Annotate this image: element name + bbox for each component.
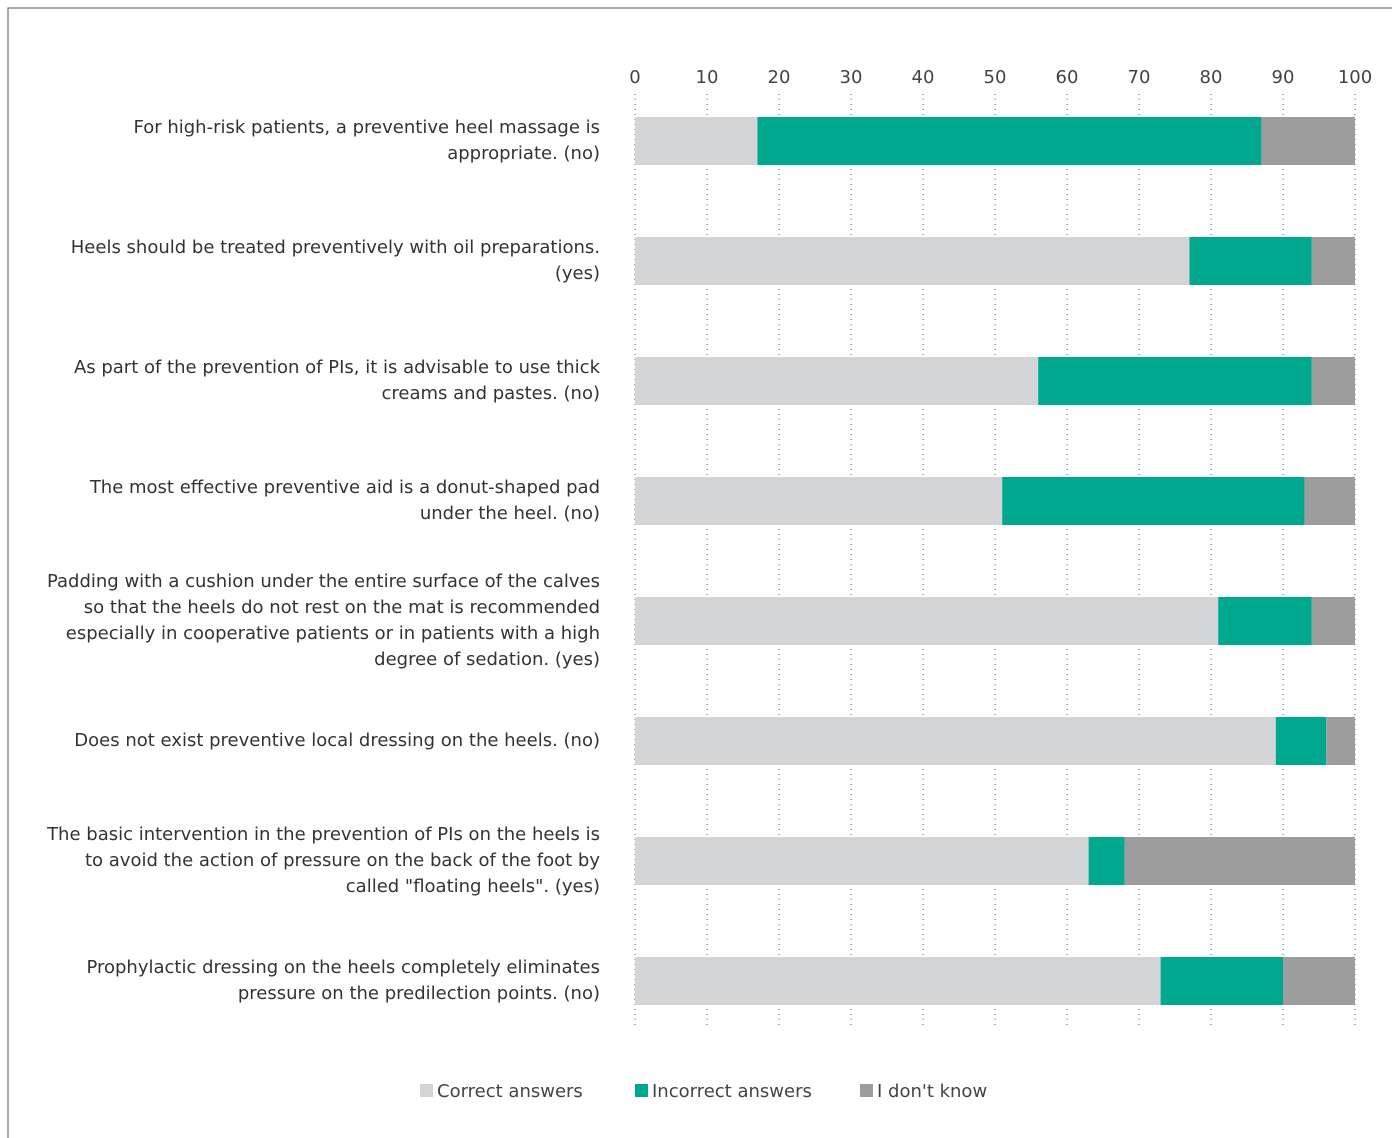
legend-label: Correct answers — [437, 1081, 583, 1102]
bar-segment — [1088, 837, 1125, 885]
bar-segment — [635, 957, 1161, 1005]
x-tick-label: 40 — [912, 67, 935, 88]
x-tick-label: 100 — [1338, 67, 1372, 88]
category-label: The most effective preventive aid is a d… — [89, 477, 600, 524]
category-label: Heels should be treated preventively wit… — [70, 237, 600, 284]
bar-segment — [635, 357, 1039, 405]
x-tick-label: 0 — [629, 67, 640, 88]
x-tick-label: 60 — [1056, 67, 1079, 88]
bar-segment — [635, 837, 1089, 885]
bar-segment — [1189, 237, 1312, 285]
bar-segment — [635, 597, 1219, 645]
x-tick-label: 80 — [1200, 67, 1223, 88]
category-label: As part of the prevention of PIs, it is … — [73, 357, 600, 404]
bar-segment — [1275, 717, 1327, 765]
bar-segment — [1038, 357, 1312, 405]
x-tick-label: 50 — [984, 67, 1007, 88]
bar-segment — [635, 237, 1190, 285]
bar-segment — [1160, 957, 1283, 1005]
bar-segment — [635, 117, 758, 165]
legend-swatch — [860, 1084, 873, 1097]
legend-label: I don't know — [877, 1081, 987, 1102]
bar-segment — [1124, 837, 1355, 885]
bar-segment — [1311, 357, 1355, 405]
category-label: The basic intervention in the prevention… — [47, 824, 600, 897]
legend-swatch — [635, 1084, 648, 1097]
x-tick-label: 90 — [1272, 67, 1295, 88]
category-label: For high-risk patients, a preventive hee… — [133, 117, 600, 164]
x-tick-label: 70 — [1128, 67, 1151, 88]
category-label: Prophylactic dressing on the heels compl… — [86, 957, 600, 1004]
legend-label: Incorrect answers — [652, 1081, 812, 1102]
bar-segment — [1283, 957, 1355, 1005]
bar-segment — [1311, 237, 1355, 285]
frame — [7, 7, 1392, 1138]
bar-segment — [1002, 477, 1305, 525]
bar-segment — [635, 717, 1276, 765]
category-label: Padding with a cushion under the entire … — [46, 571, 600, 670]
x-tick-label: 10 — [696, 67, 719, 88]
bar-segment — [1304, 477, 1355, 525]
x-tick-label: 30 — [840, 67, 863, 88]
bar-segment — [1311, 597, 1355, 645]
x-tick-label: 20 — [768, 67, 791, 88]
bar-segment — [1261, 117, 1355, 165]
category-label: Does not exist preventive local dressing… — [74, 730, 600, 751]
bar-segment — [635, 477, 1003, 525]
bar-segment — [1326, 717, 1355, 765]
legend-swatch — [420, 1084, 433, 1097]
bar-segment — [757, 117, 1262, 165]
bar-segment — [1218, 597, 1312, 645]
